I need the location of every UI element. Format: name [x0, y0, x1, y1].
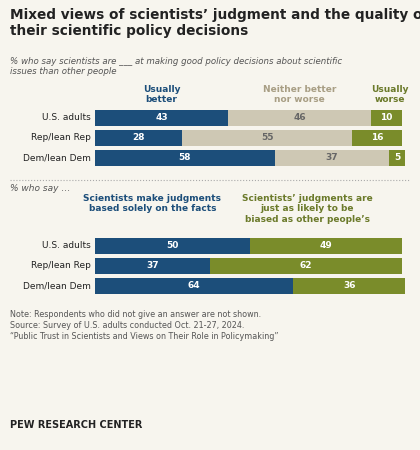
Text: PEW RESEARCH CENTER: PEW RESEARCH CENTER	[10, 420, 142, 430]
Text: Dem/lean Dem: Dem/lean Dem	[23, 153, 91, 162]
Text: Scientists make judgments
based solely on the facts: Scientists make judgments based solely o…	[83, 194, 221, 213]
Text: 16: 16	[371, 134, 383, 143]
Text: 36: 36	[343, 282, 355, 291]
Text: 64: 64	[188, 282, 200, 291]
Text: U.S. adults: U.S. adults	[42, 113, 91, 122]
Text: “Public Trust in Scientists and Views on Their Role in Policymaking”: “Public Trust in Scientists and Views on…	[10, 332, 278, 341]
Bar	[371, 110, 402, 126]
Bar	[250, 238, 402, 254]
Text: 50: 50	[166, 242, 178, 251]
Text: Neither better
nor worse: Neither better nor worse	[263, 85, 336, 104]
Bar	[294, 278, 405, 294]
Bar	[389, 150, 405, 166]
Text: Mixed views of scientists’ judgment and the quality of
their scientific policy d: Mixed views of scientists’ judgment and …	[10, 8, 420, 38]
Bar	[275, 150, 389, 166]
Bar	[228, 110, 371, 126]
Text: 43: 43	[155, 113, 168, 122]
Text: 37: 37	[146, 261, 159, 270]
Text: Dem/lean Dem: Dem/lean Dem	[23, 282, 91, 291]
Text: % who say …: % who say …	[10, 184, 71, 193]
Bar	[95, 110, 228, 126]
Text: 28: 28	[132, 134, 144, 143]
Text: 37: 37	[326, 153, 339, 162]
Bar	[95, 150, 275, 166]
Bar	[95, 130, 182, 146]
Text: Scientists’ judgments are
just as likely to be
biased as other people’s: Scientists’ judgments are just as likely…	[242, 194, 373, 224]
Text: 62: 62	[299, 261, 312, 270]
Text: Note: Respondents who did not give an answer are not shown.: Note: Respondents who did not give an an…	[10, 310, 261, 319]
Text: 49: 49	[320, 242, 332, 251]
Bar	[210, 258, 402, 274]
Text: Rep/lean Rep: Rep/lean Rep	[31, 134, 91, 143]
Text: 5: 5	[394, 153, 400, 162]
Text: Rep/lean Rep: Rep/lean Rep	[31, 261, 91, 270]
Text: 46: 46	[293, 113, 306, 122]
Text: Source: Survey of U.S. adults conducted Oct. 21-27, 2024.: Source: Survey of U.S. adults conducted …	[10, 321, 244, 330]
Bar	[95, 258, 210, 274]
Text: % who say scientists are ___ at making good policy decisions about scientific
is: % who say scientists are ___ at making g…	[10, 57, 342, 76]
Text: 10: 10	[380, 113, 393, 122]
Bar	[95, 238, 250, 254]
Bar	[182, 130, 352, 146]
Text: 58: 58	[178, 153, 191, 162]
Text: Usually
worse: Usually worse	[371, 85, 408, 104]
Text: 55: 55	[261, 134, 273, 143]
Bar	[95, 278, 294, 294]
Text: Usually
better: Usually better	[143, 85, 181, 104]
Text: U.S. adults: U.S. adults	[42, 242, 91, 251]
Bar	[352, 130, 402, 146]
